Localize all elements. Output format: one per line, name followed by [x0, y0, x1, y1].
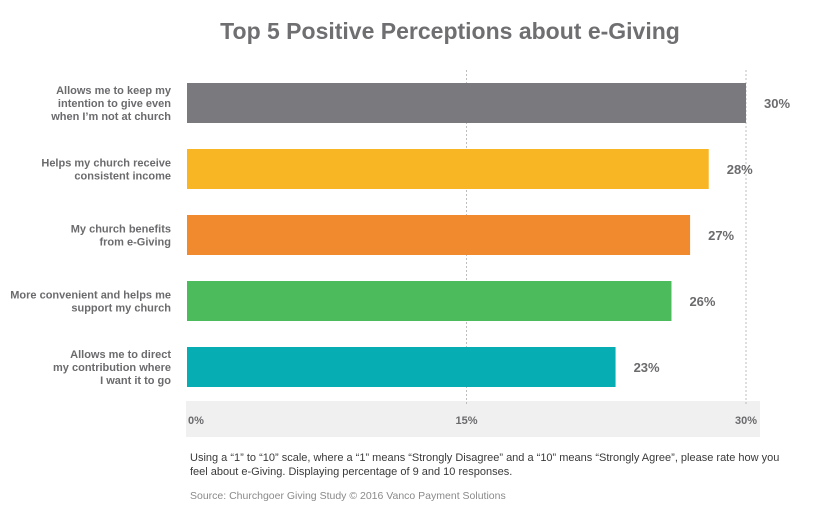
source-credit: Source: Churchgoer Giving Study © 2016 V… — [190, 490, 506, 502]
value-label-2: 27% — [708, 228, 734, 243]
category-label-line: consistent income — [74, 171, 171, 183]
chart-title: Top 5 Positive Perceptions about e-Givin… — [220, 18, 680, 44]
bar-4 — [187, 347, 616, 387]
bar-0 — [187, 83, 746, 123]
survey-footnote: Using a “1” to “10” scale, where a “1” m… — [190, 452, 780, 478]
value-label-4: 23% — [634, 360, 660, 375]
category-label-line: from e-Giving — [99, 237, 171, 249]
x-tick-label-1: 15% — [455, 415, 477, 427]
axis-band — [186, 401, 760, 437]
category-label-line: when I’m not at church — [50, 111, 171, 123]
bar-chart: 30% Allows me to keep my intention to give… — [10, 70, 790, 437]
category-label-line: My church benefits — [71, 224, 171, 236]
category-label-line: Allows me to direct — [70, 349, 171, 361]
bar-3 — [187, 281, 672, 321]
category-label-line: Allows me to keep my — [56, 85, 172, 97]
value-label-3: 26% — [689, 294, 715, 309]
category-label-2: My church benefits from e-Giving — [71, 224, 171, 249]
category-label-3: More convenient and helps me support my c… — [10, 290, 171, 315]
value-label-0: 30% — [764, 96, 790, 111]
category-label-4: Allows me to direct my contribution where… — [53, 349, 171, 387]
category-label-line: Helps my church receive — [41, 158, 171, 170]
category-label-line: my contribution where — [53, 362, 171, 374]
x-tick-label-0: 0% — [188, 415, 204, 427]
category-label-0: Allows me to keep my intention to give ev… — [50, 85, 172, 123]
category-label-line: intention to give even — [58, 98, 171, 110]
category-label-line: More convenient and helps me — [10, 290, 171, 302]
value-label-1: 28% — [727, 162, 753, 177]
category-label-line: I want it to go — [100, 375, 171, 387]
bar-1 — [187, 149, 709, 189]
category-label-1: Helps my church receive consistent income — [41, 158, 171, 183]
x-tick-label-2: 30% — [735, 415, 757, 427]
bar-2 — [187, 215, 691, 255]
category-label-line: support my church — [71, 303, 171, 315]
